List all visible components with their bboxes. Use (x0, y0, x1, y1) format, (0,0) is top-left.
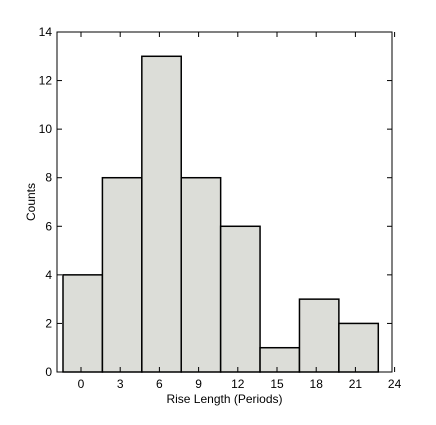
x-tick-label: 21 (349, 377, 363, 391)
bars-group (62, 55, 380, 373)
y-tick-label: 12 (39, 74, 53, 88)
x-tick-label: 0 (78, 377, 85, 391)
y-tick-label: 6 (45, 219, 52, 233)
bar (141, 55, 182, 373)
bar (62, 274, 104, 373)
y-tick-label: 0 (45, 365, 52, 379)
x-tick-label: 3 (117, 377, 124, 391)
x-tick-label: 6 (156, 377, 163, 391)
y-tick-label: 8 (45, 171, 52, 185)
bar (180, 176, 222, 373)
bar (101, 176, 143, 373)
bar (259, 346, 301, 373)
bar (219, 225, 261, 373)
y-tick-label: 4 (45, 268, 52, 282)
bar (298, 298, 340, 373)
x-tick-label: 15 (270, 377, 284, 391)
x-axis-label: Rise Length (Periods) (166, 392, 282, 406)
x-tick-label: 9 (195, 377, 202, 391)
y-tick-label: 14 (39, 25, 53, 39)
x-tick-label: 12 (231, 377, 245, 391)
x-tick-label: 18 (310, 377, 324, 391)
y-axis-label: Counts (24, 183, 38, 221)
y-tick-label: 10 (39, 122, 53, 136)
y-tick-label: 2 (45, 316, 52, 330)
x-tick-label: 24 (388, 377, 402, 391)
bar (338, 322, 380, 373)
plot-frame (56, 31, 393, 373)
